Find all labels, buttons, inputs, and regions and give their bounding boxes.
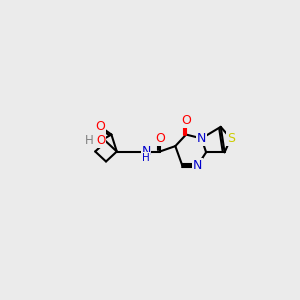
Text: N: N — [193, 159, 202, 172]
Text: S: S — [227, 132, 235, 145]
Text: O: O — [96, 120, 106, 134]
Text: H: H — [142, 153, 150, 163]
Text: H: H — [85, 134, 93, 147]
Text: N: N — [141, 145, 151, 158]
Text: N: N — [197, 132, 206, 145]
Text: O: O — [155, 132, 165, 145]
Text: O: O — [181, 114, 191, 127]
Text: O: O — [96, 134, 105, 147]
